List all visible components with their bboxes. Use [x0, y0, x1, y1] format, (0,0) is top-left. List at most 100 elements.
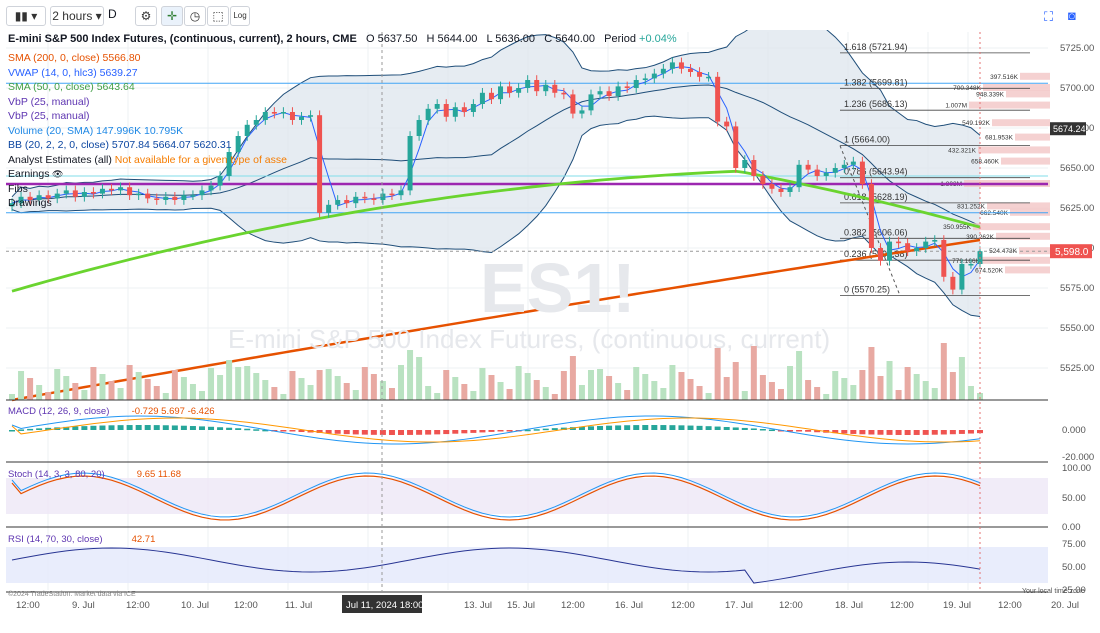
volume-profile-bar: [983, 84, 1050, 91]
volume-profile-bar: [1005, 266, 1050, 274]
volume-bar: [958, 357, 965, 400]
candle-body: [190, 195, 196, 197]
close-label: C: [544, 33, 553, 45]
volume-bar: [434, 393, 441, 400]
volume-bar: [18, 371, 25, 400]
candle-body: [271, 112, 277, 114]
last-price-tag-text: 5,598.0: [1055, 247, 1089, 258]
macd-hist-bar: [949, 430, 956, 435]
fib-level-label: 0 (5570.25): [844, 285, 890, 295]
volume-bar: [54, 369, 61, 400]
candle-body: [208, 185, 214, 191]
volume-bar: [705, 393, 712, 400]
candle-body: [868, 184, 874, 248]
candle-body: [706, 76, 712, 79]
candle-body: [588, 94, 594, 111]
interval-select[interactable]: 2 hours ▾: [50, 6, 104, 26]
candle-body: [181, 195, 187, 200]
volume-bar: [99, 374, 106, 400]
drawing-tool-icon[interactable]: ⬚: [207, 6, 229, 26]
macd-hist-bar: [832, 430, 839, 434]
chart-style-button[interactable]: ▮▮ ▾: [6, 6, 46, 26]
candle-body: [688, 68, 694, 72]
candle-body: [217, 176, 223, 186]
volume-profile-label: 1.007M: [945, 103, 967, 110]
candle-body: [461, 107, 467, 112]
camera-icon[interactable]: ◙: [1068, 8, 1076, 23]
macd-hist-bar: [343, 430, 350, 435]
volume-bar: [497, 382, 504, 400]
macd-hist-bar: [560, 427, 567, 430]
candle-body: [488, 92, 494, 100]
macd-hist-bar: [416, 430, 423, 435]
macd-hist-bar: [135, 425, 142, 430]
footer-timezone: Your local time zone: [1022, 588, 1085, 595]
macd-hist-bar: [841, 430, 848, 434]
candle-body: [516, 88, 522, 93]
volume-bar: [244, 366, 251, 400]
volume-bar: [524, 373, 531, 400]
candle-body: [742, 160, 748, 168]
period-value: +0.04%: [639, 33, 677, 45]
volume-bar: [904, 367, 911, 400]
macd-hist-bar: [180, 425, 187, 430]
macd-hist-bar: [9, 430, 15, 432]
candle-body: [298, 116, 304, 120]
candle-body: [859, 161, 865, 184]
volume-bar: [262, 380, 269, 400]
x-tick-label: 15. Jul: [507, 600, 535, 611]
log-scale-toggle[interactable]: Log: [230, 6, 250, 26]
x-tick-label: 17. Jul: [725, 600, 753, 611]
volume-bar: [334, 376, 341, 400]
date-range-label[interactable]: D: [108, 7, 117, 21]
macd-hist-bar: [732, 427, 739, 430]
macd-hist-bar: [868, 430, 875, 435]
volume-bar: [81, 390, 88, 400]
candle-body: [507, 86, 513, 93]
volume-bar: [886, 361, 893, 400]
fullscreen-icon[interactable]: ⛶: [1044, 9, 1054, 24]
candle-body: [407, 136, 413, 191]
macd-hist-bar: [967, 430, 974, 434]
candle-body: [796, 164, 802, 188]
macd-hist-bar: [461, 430, 468, 434]
volume-bar: [208, 368, 215, 400]
volume-profile-label: 549.192K: [962, 120, 990, 127]
volume-bar: [171, 370, 178, 400]
volume-profile-label: 658.460K: [971, 159, 999, 166]
volume-bar: [370, 374, 377, 400]
macd-hist-bar: [235, 428, 242, 430]
macd-hist-bar: [63, 426, 70, 430]
volume-bar: [660, 388, 667, 400]
volume-bar: [569, 356, 576, 400]
candle-body: [733, 126, 739, 168]
candle-body: [959, 264, 965, 290]
volume-bar: [841, 378, 848, 400]
x-tick-label: 9. Jul: [72, 600, 95, 611]
macd-hist-bar: [18, 429, 25, 431]
macd-values: -0.729 5.697 -6.426: [132, 406, 215, 417]
bb-price-tag-text: 5674.24: [1053, 124, 1086, 134]
gear-icon[interactable]: ⚙: [135, 6, 157, 26]
clock-icon[interactable]: ◷: [184, 6, 206, 26]
x-tick-label: 19. Jul: [943, 600, 971, 611]
y-tick-label: 5625.00: [1060, 203, 1094, 214]
macd-hist-bar: [696, 425, 703, 430]
volume-bar: [624, 390, 631, 400]
candle-body: [99, 188, 105, 194]
macd-hist-bar: [27, 428, 34, 431]
chart-title: E-mini S&P 500 Index Futures, (continuou…: [8, 33, 357, 45]
volume-bar: [515, 366, 522, 400]
macd-hist-bar: [352, 430, 359, 435]
volume-bar: [198, 391, 205, 400]
x-tick-label: 12:00: [671, 600, 695, 611]
candle-body: [877, 248, 883, 261]
crosshair-icon[interactable]: ✛: [161, 6, 183, 26]
volume-bar: [787, 366, 794, 400]
macd-hist-bar: [524, 429, 531, 432]
volume-bar: [542, 387, 549, 400]
candle-body: [27, 196, 33, 200]
macd-hist-bar: [759, 428, 766, 431]
candle-body: [832, 168, 838, 173]
